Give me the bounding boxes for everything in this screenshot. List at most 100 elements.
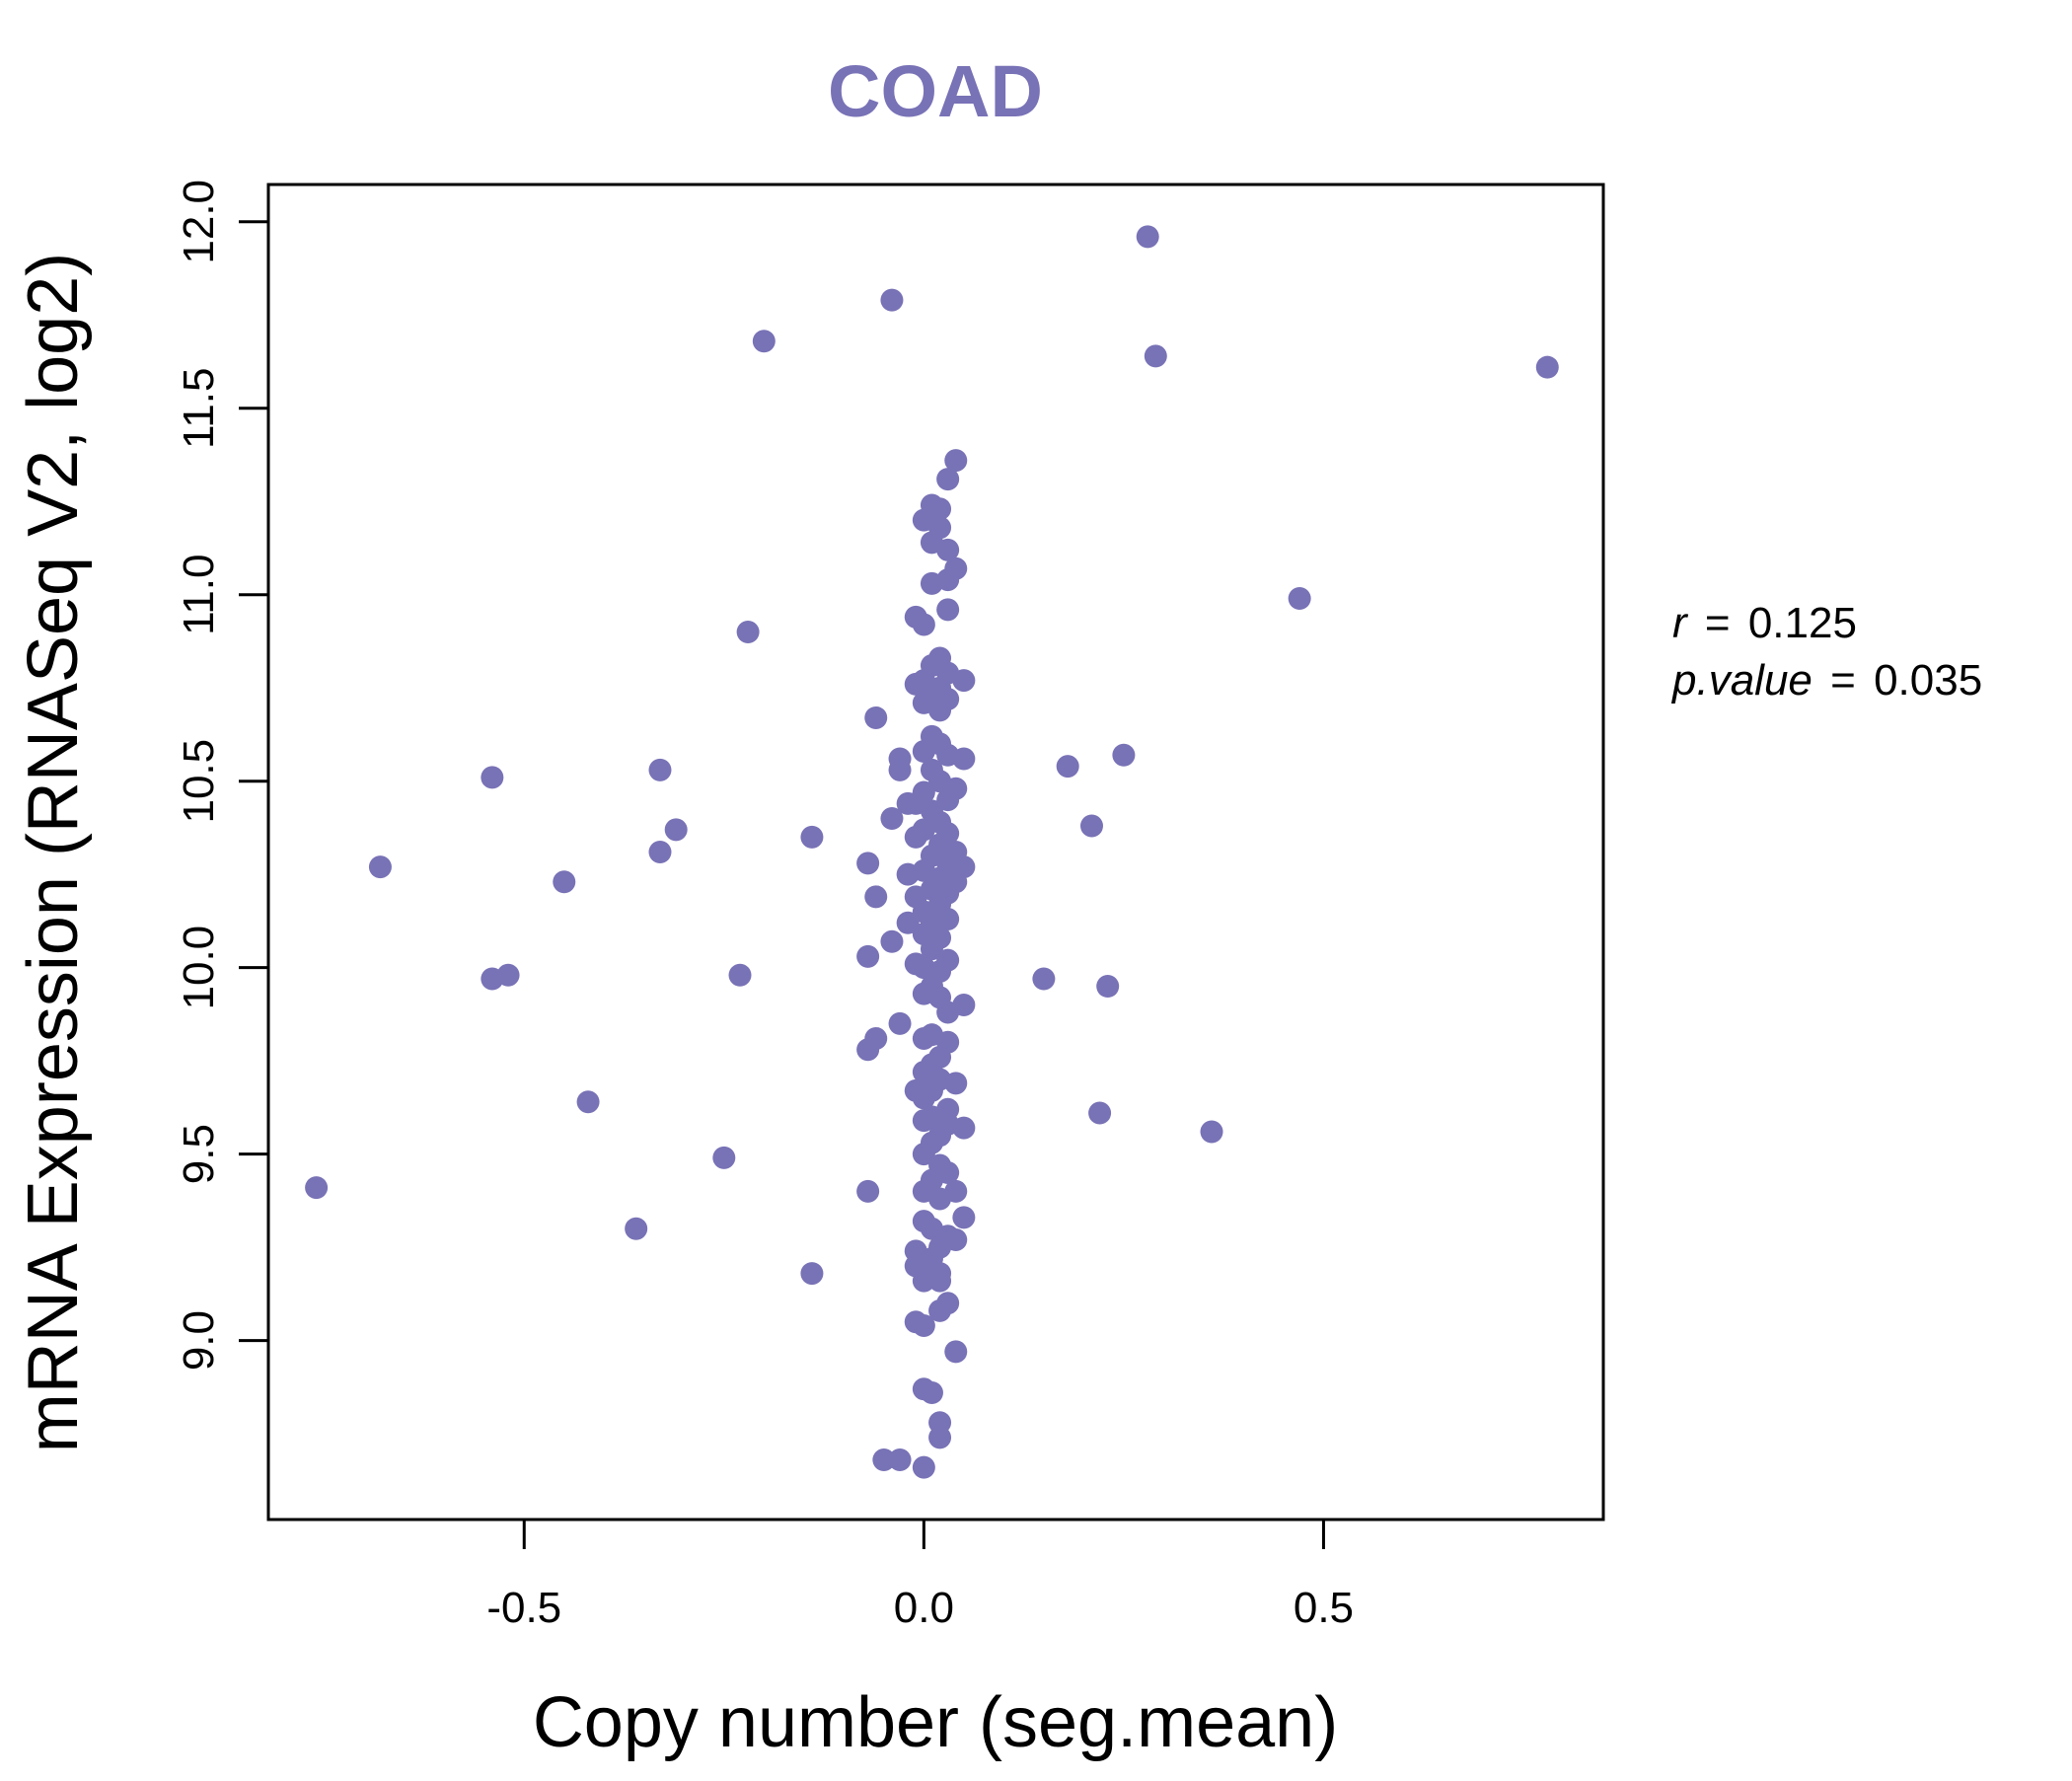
- scatter-point: [936, 788, 960, 812]
- scatter-point: [936, 1001, 960, 1024]
- y-tick-label: 10.5: [175, 739, 223, 824]
- scatter-point: [752, 330, 776, 353]
- scatter-point: [912, 1269, 935, 1293]
- scatter-point: [944, 449, 968, 473]
- x-axis: -0.5 0.0 0.5: [486, 1520, 1354, 1632]
- scatter-point: [912, 1313, 935, 1337]
- scatter-point: [888, 758, 912, 781]
- scatter-point: [864, 705, 888, 729]
- y-tick-label: 9.5: [175, 1124, 223, 1184]
- y-tick-label: 11.5: [175, 368, 223, 449]
- scatter-point: [800, 825, 824, 849]
- scatter-point: [1096, 975, 1120, 999]
- scatter-point: [648, 758, 672, 781]
- scatter-point: [912, 1143, 935, 1166]
- scatter-point: [936, 538, 960, 561]
- scatter-point: [856, 1038, 880, 1062]
- scatter-point: [896, 862, 920, 886]
- scatter-point: [952, 747, 976, 771]
- scatter-point: [912, 1455, 935, 1479]
- plot-frame: [266, 183, 1605, 1521]
- scatter-point: [912, 739, 935, 763]
- scatter-point: [888, 1011, 912, 1035]
- scatter-point: [912, 1109, 935, 1133]
- scatter-point: [305, 1176, 329, 1200]
- scatter-point: [553, 870, 576, 894]
- p-equals: =: [1830, 656, 1856, 705]
- scatter-point: [928, 1187, 952, 1211]
- scatter-point: [856, 944, 880, 968]
- scatter-point: [481, 766, 504, 789]
- scatter-point: [920, 571, 943, 595]
- scatter-point: [712, 1146, 736, 1169]
- scatter-point: [904, 825, 927, 849]
- scatter-point: [952, 1206, 976, 1229]
- scatter-point: [736, 621, 760, 644]
- r-label: r: [1672, 599, 1689, 647]
- r-equals: =: [1705, 599, 1731, 647]
- scatter-point: [856, 1179, 880, 1203]
- chart-title: COAD: [828, 50, 1043, 132]
- scatter-point: [944, 1072, 968, 1095]
- y-tick-label: 12.0: [175, 180, 223, 264]
- scatter-point: [888, 1448, 912, 1472]
- x-tick-label: 0.0: [894, 1584, 954, 1632]
- scatter-point: [800, 1262, 824, 1286]
- scatter-point: [912, 613, 935, 636]
- scatter-point: [1088, 1101, 1112, 1125]
- scatter-point: [576, 1090, 600, 1114]
- y-axis-title: mRNA Expression (RNASeq V2, log2): [14, 253, 93, 1452]
- scatter-point: [944, 1340, 968, 1364]
- scatter-point: [1079, 814, 1103, 838]
- scatter-point: [481, 967, 504, 991]
- p-label: p.value: [1670, 656, 1813, 705]
- x-axis-title: Copy number (seg.mean): [533, 1683, 1338, 1762]
- scatter-point: [936, 598, 960, 622]
- scatter-point: [920, 937, 943, 961]
- scatter-point: [912, 1026, 935, 1050]
- scatter-point: [952, 1116, 976, 1140]
- scatter-point: [625, 1217, 648, 1240]
- r-value: 0.125: [1748, 599, 1857, 647]
- p-value-text: p.value = 0.035: [1670, 656, 1982, 705]
- scatter-point: [1056, 755, 1079, 779]
- scatter-point: [1136, 225, 1159, 249]
- scatter-point: [928, 1299, 952, 1322]
- scatter-point: [880, 288, 904, 312]
- scatter-point: [928, 1426, 952, 1449]
- scatter-point: [880, 806, 904, 830]
- x-tick-label: 0.5: [1294, 1584, 1354, 1632]
- scatter-point: [648, 841, 672, 863]
- scatter-point: [896, 911, 920, 934]
- correlation-r-text: r = 0.125: [1672, 599, 1857, 647]
- scatter-point: [952, 669, 976, 693]
- y-tick-label: 9.0: [175, 1310, 223, 1371]
- y-tick-label: 11.0: [175, 555, 223, 635]
- scatter-point: [1032, 967, 1056, 991]
- scatter-point: [912, 1086, 935, 1110]
- scatter-point: [1144, 344, 1167, 368]
- y-axis: 9.0 9.5 10.0 10.5 11.0 11.5 12.0: [175, 180, 268, 1371]
- scatter-point: [904, 672, 927, 696]
- scatter-point: [1288, 587, 1311, 611]
- x-tick-label: -0.5: [486, 1584, 561, 1632]
- scatter-point: [928, 1269, 952, 1293]
- scatter-point: [880, 929, 904, 953]
- p-value: 0.035: [1874, 656, 1982, 705]
- scatter-point: [856, 852, 880, 875]
- scatter-point: [664, 818, 688, 842]
- scatter-point: [1200, 1120, 1223, 1144]
- y-tick-label: 10.0: [175, 926, 223, 1010]
- scatter-point: [872, 1448, 896, 1472]
- scatter-point: [728, 963, 752, 987]
- scatter-point: [936, 468, 960, 491]
- scatter-point: [1112, 743, 1136, 767]
- points-layer: [305, 225, 1559, 1479]
- scatter-point: [1535, 355, 1559, 379]
- scatter-point: [928, 699, 952, 722]
- scatter-point: [368, 855, 392, 879]
- scatter-point: [864, 885, 888, 909]
- scatter-point: [920, 1381, 943, 1405]
